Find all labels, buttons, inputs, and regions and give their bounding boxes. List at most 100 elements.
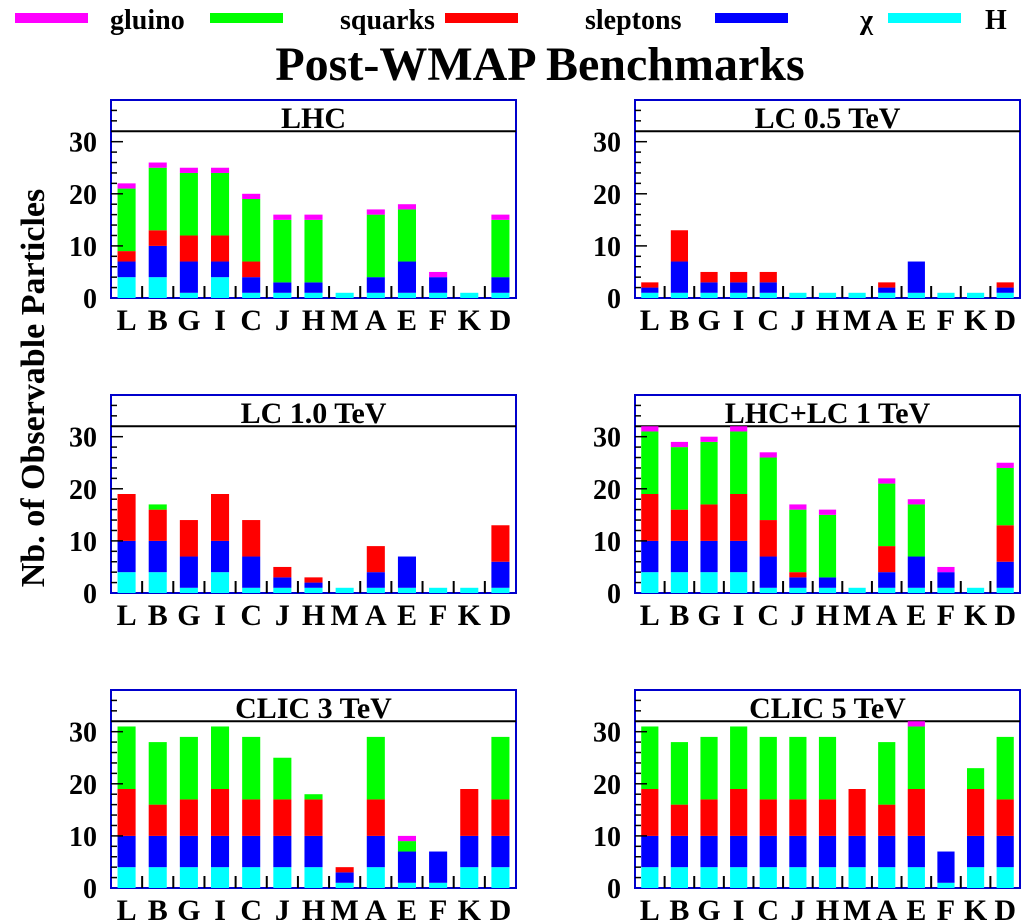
bar-B-H: [670, 572, 689, 593]
legend-swatch-0: [15, 13, 88, 23]
bar-D-χ: [996, 835, 1014, 868]
bar-A-squarks: [878, 483, 896, 547]
bar-I-sleptons: [730, 789, 748, 836]
bar-D-squarks: [491, 736, 510, 800]
bar-F-H: [429, 587, 448, 593]
bar-F-H: [937, 587, 955, 593]
bar-D-gluino: [996, 462, 1014, 468]
bar-J-H: [273, 292, 292, 298]
bar-L-χ: [641, 835, 659, 868]
panel-title-box: [727, 692, 928, 720]
bar-F-H: [429, 292, 448, 298]
bar-L-sleptons: [117, 251, 136, 262]
bar-L-gluino: [641, 426, 659, 432]
x-tick-label: L: [117, 599, 137, 632]
bar-I-χ: [730, 282, 748, 293]
bar-C-gluino: [242, 193, 261, 199]
y-tick-label: 10: [593, 822, 621, 853]
y-tick-label: 10: [69, 232, 97, 263]
bar-G-H: [179, 292, 198, 298]
x-tick-label: C: [240, 894, 262, 920]
bar-B-χ: [670, 261, 689, 293]
x-tick-label: M: [843, 894, 871, 920]
y-tick-label: 10: [593, 232, 621, 263]
bar-B-χ: [670, 835, 689, 868]
bar-A-H: [878, 867, 896, 888]
bar-B-H: [148, 572, 167, 593]
x-tick-label: F: [937, 599, 955, 632]
bar-I-H: [730, 292, 748, 298]
x-tick-label: G: [177, 599, 200, 632]
bar-H-H: [304, 587, 323, 593]
bar-D-H: [996, 867, 1014, 888]
y-tick-label: 0: [607, 874, 621, 905]
bar-M-sleptons: [848, 789, 866, 836]
legend: gluino squarks sleptons χ H: [15, 5, 1007, 36]
bar-I-sleptons: [730, 494, 748, 541]
bar-B-squarks: [670, 447, 689, 510]
bar-J-squarks: [273, 219, 292, 283]
bar-M-χ: [848, 835, 866, 868]
bar-D-sleptons: [996, 282, 1014, 288]
y-tick-label: 20: [69, 180, 97, 211]
bar-M-H: [335, 882, 354, 888]
bar-E-χ: [907, 835, 925, 868]
x-tick-label: F: [937, 894, 955, 920]
panel-title-box: [710, 397, 945, 425]
bar-C-χ: [242, 835, 261, 868]
bar-A-χ: [878, 572, 896, 588]
x-tick-label: B: [669, 894, 689, 920]
bar-H-sleptons: [304, 577, 323, 583]
bar-J-squarks: [789, 509, 807, 573]
bar-G-squarks: [700, 441, 718, 505]
bar-J-H: [789, 587, 807, 593]
y-tick-label: 10: [69, 527, 97, 558]
bar-G-χ: [179, 261, 198, 293]
bar-G-H: [700, 292, 718, 298]
bar-A-χ: [366, 835, 385, 868]
bar-A-sleptons: [366, 799, 385, 836]
x-tick-label: K: [964, 304, 988, 337]
bar-D-H: [996, 292, 1014, 298]
bar-E-squarks: [397, 209, 416, 262]
x-tick-label: L: [117, 304, 137, 337]
bar-B-χ: [148, 540, 167, 573]
bar-M-H: [848, 587, 866, 593]
bar-C-squarks: [759, 736, 777, 800]
bar-E-H: [907, 867, 925, 888]
panel-title: CLIC 3 TeV: [235, 692, 392, 725]
bar-H-sleptons: [304, 799, 323, 836]
x-tick-label: E: [397, 894, 417, 920]
y-tick-label: 0: [83, 284, 97, 315]
bar-C-sleptons: [759, 799, 777, 836]
bar-I-sleptons: [211, 235, 230, 262]
bar-E-squarks: [907, 504, 925, 557]
bar-J-H: [789, 292, 807, 298]
bar-D-χ: [491, 277, 510, 293]
bar-F-gluino: [937, 566, 955, 573]
bar-G-χ: [179, 556, 198, 588]
bar-A-H: [878, 292, 896, 298]
bar-L-gluino: [117, 183, 136, 189]
bar-B-H: [670, 867, 689, 888]
x-tick-label: I: [733, 894, 745, 920]
bar-G-gluino: [179, 167, 198, 173]
x-tick-label: I: [214, 304, 226, 337]
bar-D-χ: [491, 561, 510, 588]
bar-H-gluino: [304, 214, 323, 220]
bar-D-χ: [996, 561, 1014, 588]
bar-K-H: [460, 292, 479, 298]
bar-H-χ: [818, 835, 837, 868]
x-tick-label: B: [148, 894, 168, 920]
x-tick-label: K: [964, 599, 988, 632]
legend-label-1: squarks: [340, 5, 435, 36]
y-tick-label: 10: [593, 527, 621, 558]
bar-B-squarks: [148, 742, 167, 805]
bar-L-χ: [641, 287, 659, 293]
y-tick-label: 20: [593, 475, 621, 506]
bar-D-H: [996, 587, 1014, 593]
legend-label-0: gluino: [110, 5, 185, 36]
bar-E-gluino: [397, 835, 416, 842]
x-tick-label: L: [640, 894, 660, 920]
y-tick-label: 0: [607, 579, 621, 610]
